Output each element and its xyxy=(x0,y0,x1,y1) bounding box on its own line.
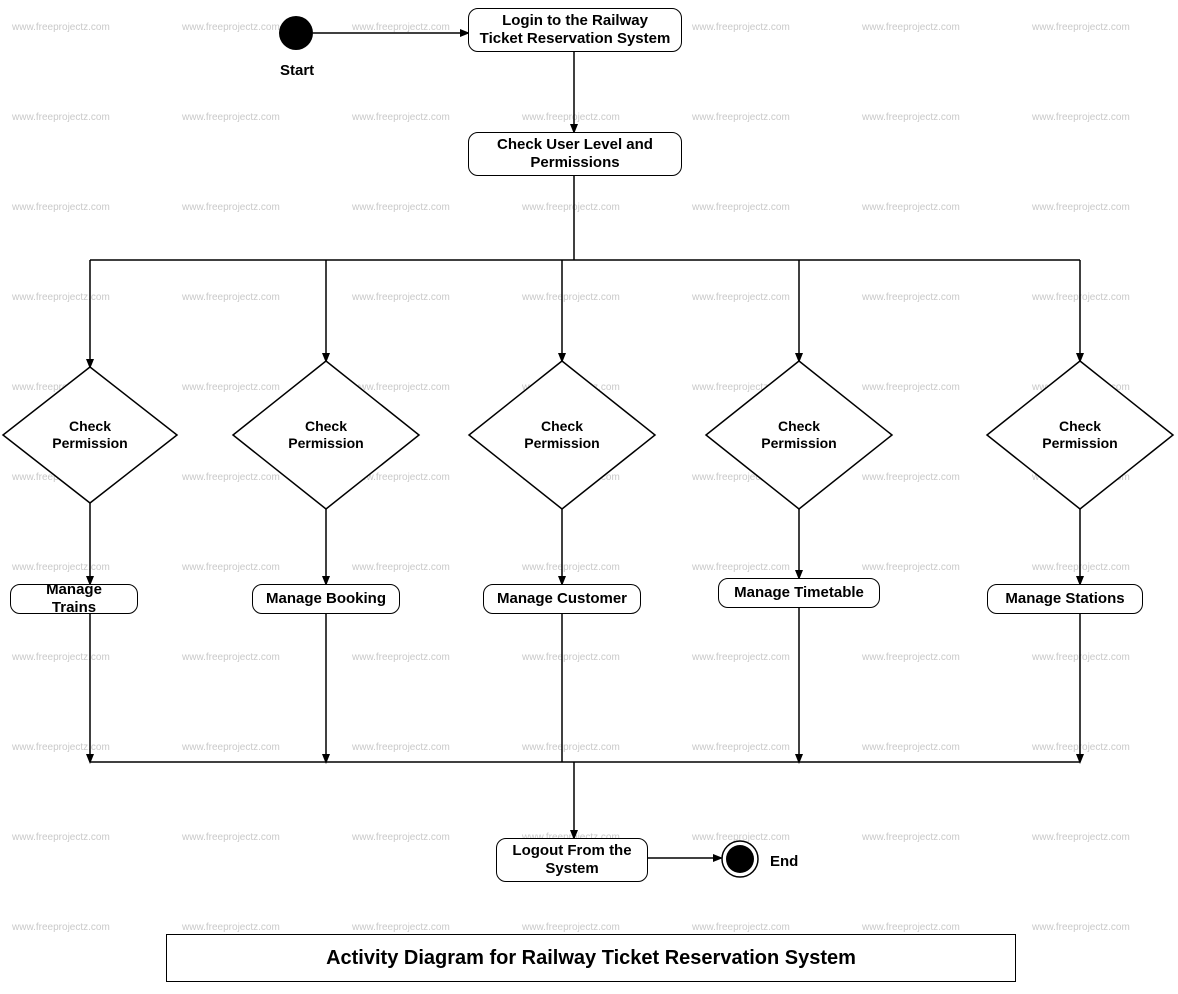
manage-node-3: Manage Timetable xyxy=(718,578,880,608)
node-logout: Logout From the System xyxy=(496,838,648,882)
end-label: End xyxy=(770,853,798,870)
manage-node-0: Manage Trains xyxy=(10,584,138,614)
node-check-user: Check User Level and Permissions xyxy=(468,132,682,176)
manage-node-4: Manage Stations xyxy=(987,584,1143,614)
node-login: Login to the Railway Ticket Reservation … xyxy=(468,8,682,52)
manage-node-1: Manage Booking xyxy=(252,584,400,614)
start-label: Start xyxy=(280,62,314,79)
diagram-canvas: www.freeprojectz.comwww.freeprojectz.com… xyxy=(0,0,1178,994)
diagram-title: Activity Diagram for Railway Ticket Rese… xyxy=(166,934,1016,982)
manage-node-2: Manage Customer xyxy=(483,584,641,614)
